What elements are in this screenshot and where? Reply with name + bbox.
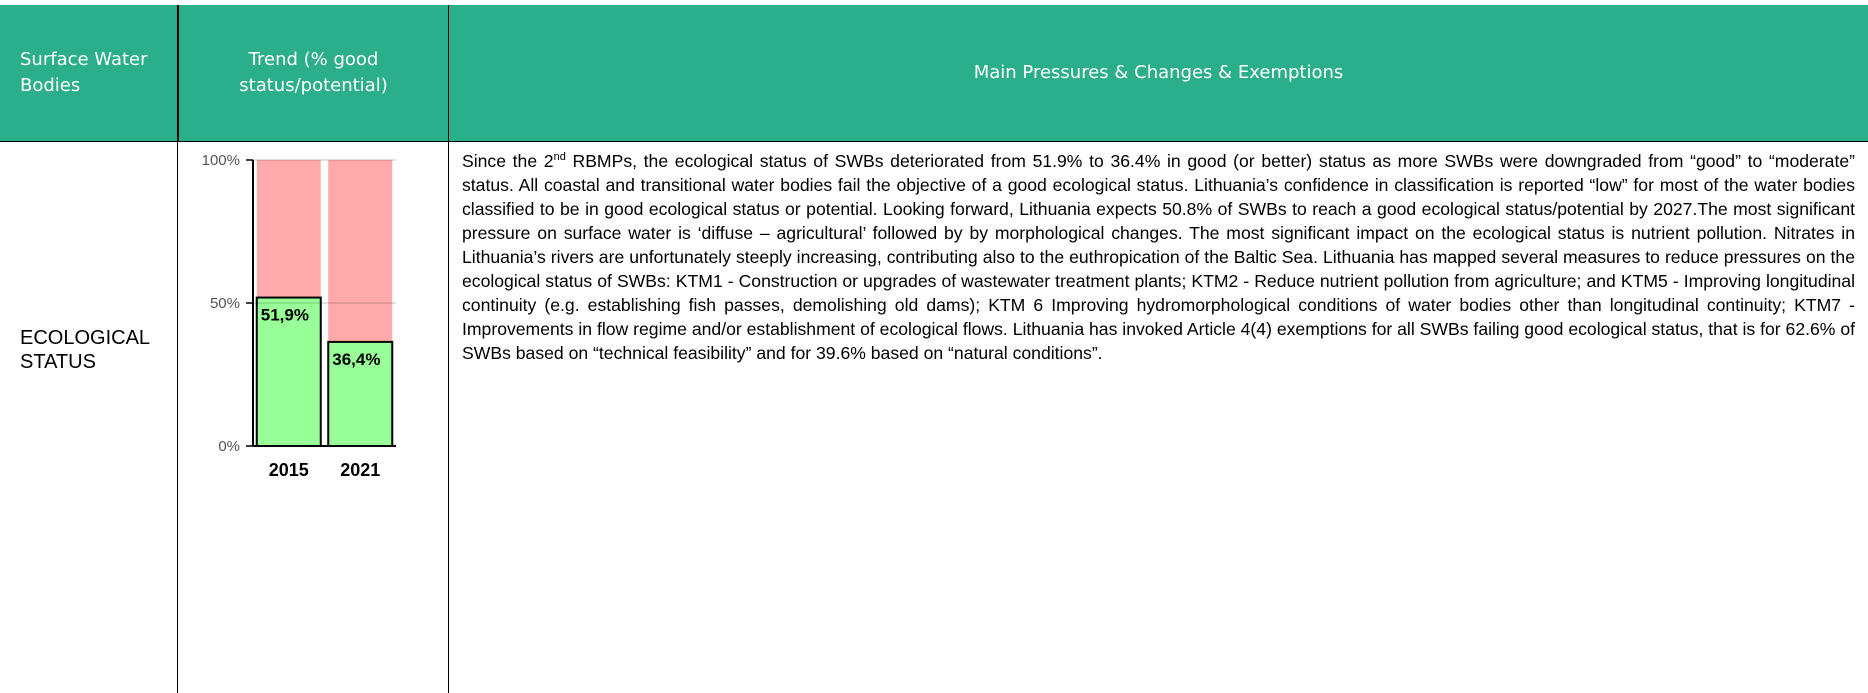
chart-cell [178, 141, 449, 693]
text-cell: Since the 2nd RBMPs, the ecological stat… [449, 141, 1868, 693]
paragraph-text: Since the 2 [462, 151, 554, 171]
header-cell: Surface Water Bodies [0, 5, 178, 141]
paragraph-text: RBMPs, the ecological status of SWBs det… [462, 151, 1855, 363]
header-text: Surface Water Bodies [20, 49, 148, 96]
superscript: nd [553, 151, 566, 164]
header-cell: Trend (% good status/potential) [178, 5, 449, 141]
row-label: ECOLOGICAL STATUS [20, 327, 150, 373]
header-cell: Main Pressures & Changes & Exemptions [449, 5, 1868, 141]
row-label-cell: ECOLOGICAL STATUS [0, 141, 178, 693]
header-text: Main Pressures & Changes & Exemptions [973, 62, 1344, 83]
header-text: Trend (% good status/potential) [239, 49, 388, 96]
